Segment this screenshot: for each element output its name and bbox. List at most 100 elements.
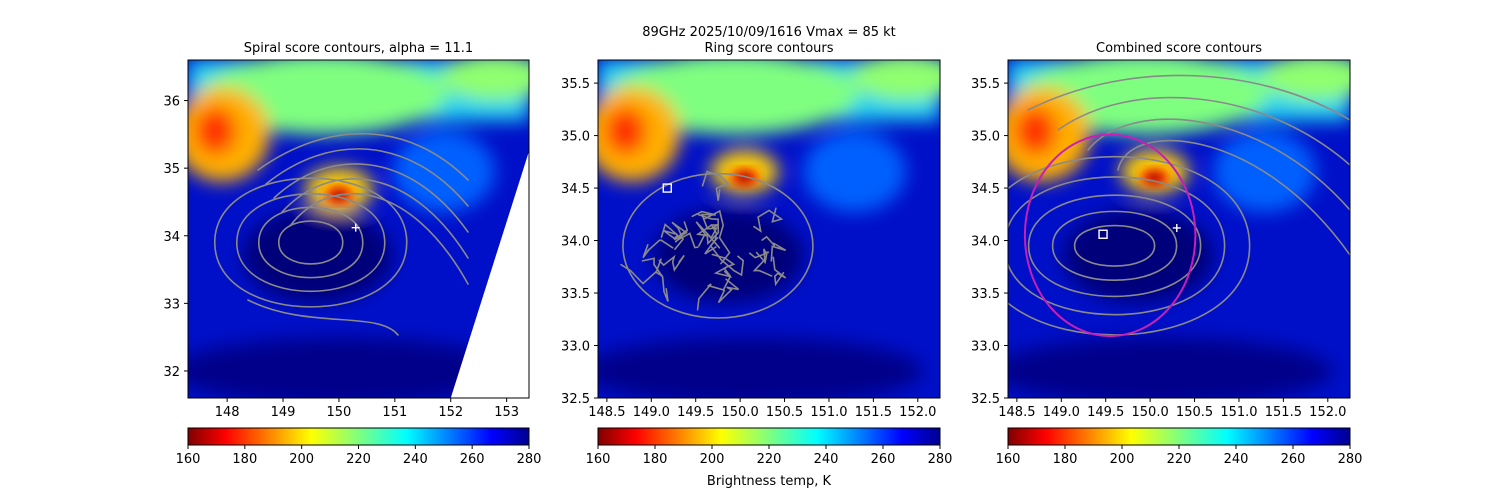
score-contours — [620, 170, 814, 319]
contour-line — [247, 299, 399, 336]
colorbar-tick-label: 280 — [517, 452, 542, 467]
x-tick-label: 151.5 — [1265, 405, 1302, 420]
suptitle: 89GHz 2025/10/09/1616 Vmax = 85 kt — [642, 25, 896, 40]
brightness-temp-image — [1008, 60, 1350, 398]
y-tick-label: 33.0 — [561, 340, 590, 355]
colorbar-tick-label: 200 — [700, 452, 725, 467]
x-tick-label: 153 — [494, 405, 519, 420]
colorbar-tick-label: 260 — [460, 452, 485, 467]
contour-line — [1008, 176, 1226, 316]
spiral-score-panel: Spiral score contours, alpha = 11.1 148 14… — [163, 41, 542, 467]
colorbar-tick-label: 280 — [1338, 452, 1363, 467]
contour-line — [753, 207, 784, 233]
x-tick-label: 151 — [382, 405, 407, 420]
x-tick-label: 150.5 — [1176, 405, 1213, 420]
x-tick-label: 151.0 — [810, 405, 847, 420]
x-tick-label: 148.5 — [588, 405, 625, 420]
x-tick-label: 149 — [271, 405, 296, 420]
contour-line — [277, 220, 344, 265]
contour-line — [701, 170, 730, 201]
colorbar-tick-label: 240 — [1224, 452, 1249, 467]
contour-line — [711, 253, 736, 278]
contour-line — [772, 256, 787, 287]
swath-edge-mask — [450, 151, 529, 398]
colorbar-tick-label: 260 — [871, 452, 896, 467]
contour-line — [257, 132, 469, 181]
x-tick-label: 149.0 — [633, 405, 670, 420]
contour-line — [704, 209, 731, 265]
axes-frame — [187, 59, 530, 399]
y-tick-label: 32.5 — [971, 392, 1000, 407]
y-tick-label: 32.5 — [561, 392, 590, 407]
x-tick-label: 151.5 — [855, 405, 892, 420]
colorbar-tick-label: 280 — [928, 452, 953, 467]
y-tick-label: 35.0 — [561, 130, 590, 145]
x-tick-label: 148 — [215, 405, 240, 420]
contour-line — [660, 223, 679, 240]
contour-line — [265, 148, 469, 207]
y-tick-label: 32 — [163, 365, 180, 380]
contour-line — [658, 254, 685, 273]
contour-line — [704, 224, 720, 255]
y-tick-label: 33.5 — [561, 287, 590, 302]
contour-line — [281, 178, 469, 259]
x-tick-label: 149.5 — [1087, 405, 1124, 420]
contour-line — [235, 193, 386, 292]
x-tick-label: 150 — [327, 405, 352, 420]
contour-line — [752, 248, 773, 277]
contour-line — [641, 257, 669, 302]
y-tick-label: 33.0 — [971, 340, 1000, 355]
center-square-marker — [1098, 229, 1108, 239]
axes-frame — [597, 59, 941, 399]
x-tick-label: 152.0 — [1309, 405, 1346, 420]
center-plus-marker — [351, 223, 360, 232]
y-tick-label: 35.5 — [561, 77, 590, 92]
x-tick-label: 149.5 — [677, 405, 714, 420]
contour-line — [697, 213, 721, 249]
contour-line — [717, 278, 740, 304]
contour-line — [695, 221, 713, 247]
contour-line — [1087, 118, 1350, 211]
y-tick-label: 34.5 — [561, 182, 590, 197]
y-tick-label: 34 — [163, 230, 180, 245]
contour-line — [1051, 210, 1178, 281]
contour-line — [257, 206, 364, 279]
score-contours — [1008, 74, 1350, 336]
x-tick-label: 149.0 — [1043, 405, 1080, 420]
contour-line — [691, 210, 718, 239]
contour-line — [1073, 224, 1156, 267]
x-tick-label: 150.0 — [1132, 405, 1169, 420]
contour-line — [273, 163, 469, 233]
y-tick-label: 34.5 — [971, 182, 1000, 197]
contour-line — [622, 172, 814, 319]
colorbar-tick-label: 160 — [176, 452, 201, 467]
colorbar-tick-label: 220 — [346, 452, 371, 467]
x-tick-label: 148.5 — [998, 405, 1035, 420]
y-tick-label: 33 — [163, 297, 180, 312]
y-tick-label: 35 — [163, 162, 180, 177]
contour-line — [1027, 74, 1350, 121]
colorbar-tick-label: 220 — [1167, 452, 1192, 467]
center-plus-marker — [1172, 223, 1181, 232]
y-tick-label: 36 — [163, 95, 180, 110]
score-contours — [213, 132, 469, 336]
x-tick-label: 152 — [438, 405, 463, 420]
contour-line — [620, 258, 664, 285]
contour-line — [761, 235, 787, 262]
brightness-temp-image — [598, 60, 940, 398]
panel-title: Spiral score contours, alpha = 11.1 — [244, 41, 473, 56]
axes-frame — [1007, 59, 1351, 399]
x-tick-label: 151.0 — [1220, 405, 1257, 420]
contour-line — [642, 239, 674, 258]
colorbar-tick-label: 180 — [232, 452, 257, 467]
center-square-marker — [662, 183, 672, 193]
colorbar-tick-label: 160 — [586, 452, 611, 467]
combined-score-panel: Combined score contours 148.5 149.0 149.5 15… — [971, 41, 1363, 467]
brightness-temp-image — [188, 60, 529, 398]
panel-title: Combined score contours — [1096, 41, 1262, 56]
colorbar — [1007, 427, 1351, 446]
panel-title: Ring score contours — [704, 41, 833, 56]
x-tick-label: 150.5 — [766, 405, 803, 420]
y-tick-label: 34.0 — [971, 235, 1000, 250]
